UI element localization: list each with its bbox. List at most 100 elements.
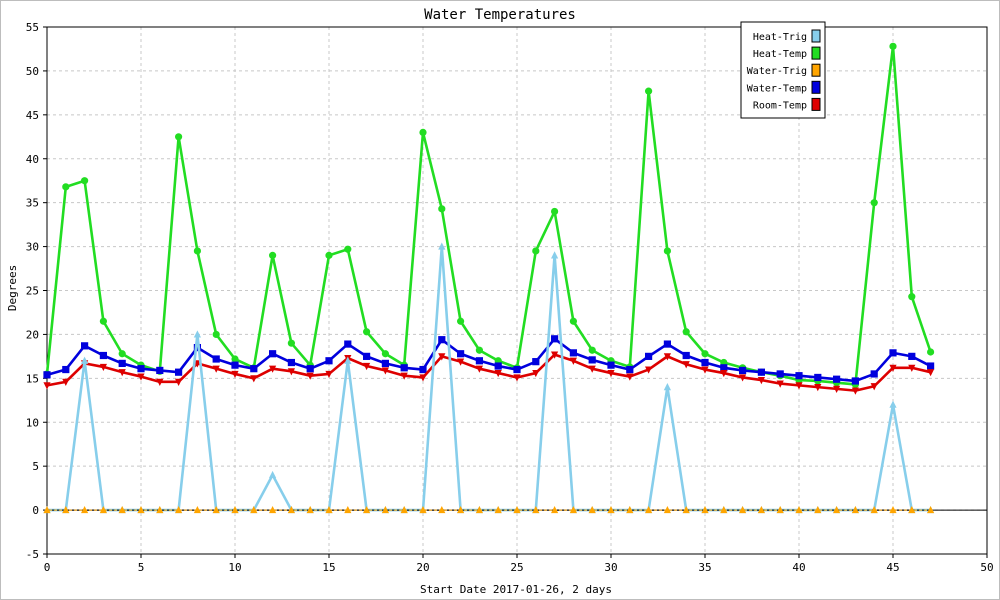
data-point-room-temp	[494, 369, 502, 378]
data-point-water-trig	[363, 505, 371, 514]
data-point-water-trig	[137, 505, 145, 514]
y-tick-label: -5	[26, 548, 39, 561]
data-point-water-temp	[175, 368, 183, 376]
data-point-heat-trig	[193, 330, 201, 338]
data-point-water-temp	[551, 335, 559, 343]
data-point-water-temp	[626, 365, 634, 374]
data-point-water-trig	[645, 505, 653, 514]
data-point-heat-temp	[381, 350, 389, 358]
data-point-room-temp	[626, 373, 634, 381]
legend-label-heat-temp: Heat-Temp	[753, 49, 807, 60]
data-point-water-trig	[250, 505, 258, 514]
data-point-water-temp	[814, 373, 822, 382]
data-point-water-temp	[833, 375, 841, 383]
data-point-room-temp	[814, 384, 822, 392]
data-point-room-temp	[851, 387, 859, 395]
data-point-water-trig	[99, 505, 107, 514]
data-point-room-temp	[795, 382, 803, 390]
data-point-heat-trig	[344, 356, 352, 364]
data-point-water-temp	[663, 340, 671, 348]
data-point-water-trig	[776, 505, 784, 514]
data-point-water-trig	[870, 505, 878, 514]
data-point-water-temp	[193, 343, 201, 352]
data-point-water-trig	[325, 505, 333, 514]
x-tick-label: 15	[322, 561, 335, 574]
data-point-heat-trig	[663, 383, 671, 391]
data-point-water-trig	[156, 505, 164, 514]
data-point-heat-temp	[663, 247, 672, 255]
data-point-water-temp	[795, 372, 803, 380]
grid	[47, 27, 987, 554]
data-point-room-temp	[513, 374, 521, 382]
data-point-water-trig	[927, 505, 935, 514]
legend-box	[740, 21, 826, 119]
data-point-heat-trig	[551, 251, 559, 259]
data-point-water-temp	[438, 336, 446, 344]
data-point-water-trig	[626, 505, 634, 514]
data-point-room-temp	[306, 372, 314, 380]
y-tick-label: 50	[26, 65, 39, 78]
chart-title: Water Temperatures	[424, 7, 576, 23]
data-point-water-temp	[400, 364, 408, 372]
data-point-heat-temp	[175, 133, 183, 141]
y-tick-label: 25	[26, 285, 39, 298]
axes: 0 5 10 15 20 25 30 35 40 45 50 -5 0 5 10 15 20 25 30 35 40 45…	[26, 21, 994, 574]
data-point-water-temp	[645, 352, 653, 360]
data-point-water-trig	[43, 505, 51, 514]
data-point-water-temp	[870, 370, 878, 378]
data-point-room-temp	[833, 385, 841, 393]
data-point-room-temp	[757, 376, 765, 385]
data-point-heat-temp	[118, 350, 126, 358]
data-point-heat-temp	[870, 199, 878, 207]
data-point-water-trig	[833, 505, 841, 514]
data-point-room-temp	[701, 366, 709, 374]
data-point-water-temp	[287, 358, 295, 367]
data-point-water-temp	[250, 365, 258, 373]
x-tick-label: 35	[698, 561, 711, 574]
data-point-room-temp	[118, 369, 126, 377]
data-point-water-trig	[438, 505, 446, 514]
data-point-room-temp	[870, 383, 878, 391]
y-tick-label: 30	[26, 241, 39, 254]
y-tick-label: 55	[26, 21, 39, 34]
data-point-heat-temp	[269, 251, 277, 259]
y-tick-label: 10	[26, 416, 39, 429]
data-point-water-temp	[682, 351, 690, 360]
data-point-room-temp	[457, 358, 465, 366]
data-point-water-temp	[927, 362, 935, 370]
data-point-water-temp	[851, 377, 859, 385]
data-point-water-temp	[344, 340, 352, 348]
data-point-room-temp	[400, 372, 408, 380]
data-point-water-trig	[663, 505, 671, 514]
data-point-room-temp	[588, 365, 596, 373]
data-point-heat-temp	[889, 42, 897, 50]
data-point-room-temp	[419, 374, 427, 382]
data-point-heat-temp	[81, 177, 89, 185]
data-point-water-temp	[776, 370, 784, 378]
data-point-water-trig	[551, 505, 559, 514]
data-point-room-temp	[231, 370, 239, 379]
data-point-room-temp	[682, 361, 690, 369]
data-point-water-trig	[851, 505, 859, 514]
data-point-heat-temp	[457, 317, 465, 325]
data-point-water-trig	[720, 505, 728, 514]
y-tick-label: 0	[32, 504, 39, 517]
data-point-water-trig	[212, 505, 220, 514]
data-point-water-trig	[757, 505, 765, 514]
legend-swatch-heat-temp	[811, 46, 821, 60]
data-point-water-temp	[381, 359, 389, 368]
y-tick-label: 40	[26, 153, 39, 166]
x-tick-label: 40	[792, 561, 805, 574]
data-point-heat-trig	[269, 470, 277, 479]
data-point-room-temp	[889, 364, 897, 372]
data-point-water-temp	[532, 358, 540, 366]
data-point-room-temp	[720, 369, 728, 378]
data-point-room-temp	[532, 369, 540, 378]
y-tick-label: 45	[26, 109, 39, 122]
data-point-water-temp	[889, 349, 897, 357]
data-point-water-trig	[494, 505, 502, 514]
data-point-heat-temp	[363, 328, 371, 336]
series-water-trig	[43, 505, 935, 514]
data-point-water-temp	[99, 351, 107, 360]
